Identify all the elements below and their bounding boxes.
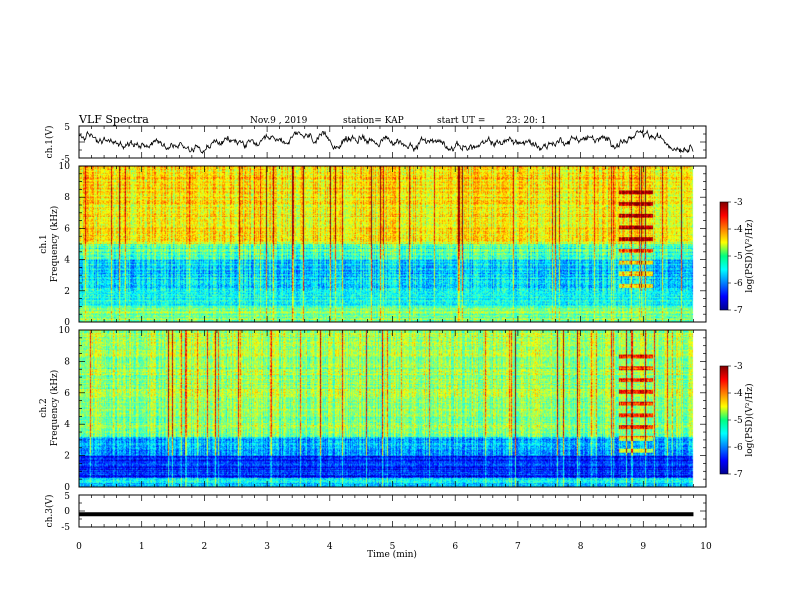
colorbar-tick-label: -6 [734, 279, 743, 289]
ch3-ytick-top: 5 [64, 492, 70, 502]
colorbar-tick-label: -5 [734, 252, 743, 262]
frequency-tick-label: 6 [64, 224, 70, 234]
ch1-colorbar [719, 201, 729, 311]
frequency-tick-label: 2 [64, 452, 70, 462]
ch1-waveform-ylabel: ch.1(V) [44, 126, 55, 159]
x-tick-label: 3 [264, 542, 270, 552]
ch1-waveform-line [78, 129, 694, 154]
ch3-ytick-bottom: -5 [61, 523, 70, 533]
ch1-spectrogram-image [79, 166, 706, 322]
ch1-ytick-bottom: -5 [61, 155, 70, 165]
ch2-spectrogram-ylabel-frequency: Frequency (kHz) [49, 370, 60, 447]
frequency-tick-label: 2 [64, 287, 70, 297]
colorbar-tick-label: -5 [734, 416, 743, 426]
frequency-tick-label: 10 [59, 326, 71, 336]
x-tick-label: 9 [640, 542, 646, 552]
colorbar-tick-label: -4 [734, 225, 743, 235]
frequency-tick-label: 8 [64, 193, 70, 203]
x-tick-label: 10 [700, 542, 712, 552]
ch2-spectrogram-ylabel-channel: ch.2 [39, 398, 49, 417]
colorbar-tick-label: -3 [734, 198, 743, 208]
ch2-colorbar-label: log(PSD)(V²/Hz) [744, 383, 755, 456]
ch3-ytick-middle: 0 [64, 507, 70, 517]
colorbar-tick-label: -3 [734, 362, 743, 372]
x-tick-label: 7 [515, 542, 521, 552]
ch1-ytick-top: 5 [64, 123, 70, 133]
x-tick-label: 4 [327, 542, 333, 552]
frequency-tick-label: 6 [64, 389, 70, 399]
colorbar-tick-label: -7 [734, 470, 743, 480]
ch1-waveform-panel: 5 -5 ch.1(V) [44, 123, 707, 165]
frequency-tick-label: 4 [64, 256, 70, 266]
colorbar-tick-label: -7 [734, 306, 743, 316]
time-axis-ticks [78, 126, 707, 527]
date-label: Nov.9 , 2019 [250, 116, 308, 126]
frequency-tick-label: 8 [64, 357, 70, 367]
time-axis-tick-labels: 0 1 2 3 4 5 6 7 8 9 10 [76, 542, 712, 552]
x-tick-label: 2 [202, 542, 208, 552]
ch2-spectrogram-image [79, 330, 706, 487]
time-axis-label: Time (min) [367, 549, 417, 560]
ch3-waveform-ylabel: ch.3(V) [44, 495, 55, 528]
colorbar-tick-label: -6 [734, 443, 743, 453]
x-tick-label: 1 [139, 542, 145, 552]
x-tick-label: 6 [452, 542, 458, 552]
x-tick-label: 8 [578, 542, 584, 552]
ch1-colorbar-label: log(PSD)(V²/Hz) [744, 219, 755, 292]
figure-title: VLF Spectra [78, 113, 149, 126]
ch2-colorbar [719, 365, 729, 475]
start-ut-label: start UT = [437, 116, 485, 126]
frequency-tick-label: 10 [59, 162, 71, 172]
station-label: station= KAP [343, 116, 404, 126]
frequency-tick-label: 0 [64, 483, 70, 493]
figure-header: VLF Spectra Nov.9 , 2019 station= KAP st… [78, 113, 546, 126]
ch1-spectrogram-ylabel-channel: ch.1 [39, 234, 49, 253]
start-time-value: 23: 20: 1 [506, 116, 546, 126]
frequency-tick-label: 0 [64, 318, 70, 328]
ch3-waveform-panel: 5 0 -5 ch.3(V) [44, 492, 707, 533]
ch1-spectrogram-ylabel-frequency: Frequency (kHz) [49, 206, 60, 283]
colorbar-tick-label: -4 [734, 389, 743, 399]
x-tick-label: 5 [390, 542, 396, 552]
x-tick-label: 0 [76, 542, 82, 552]
frequency-tick-label: 4 [64, 420, 70, 430]
